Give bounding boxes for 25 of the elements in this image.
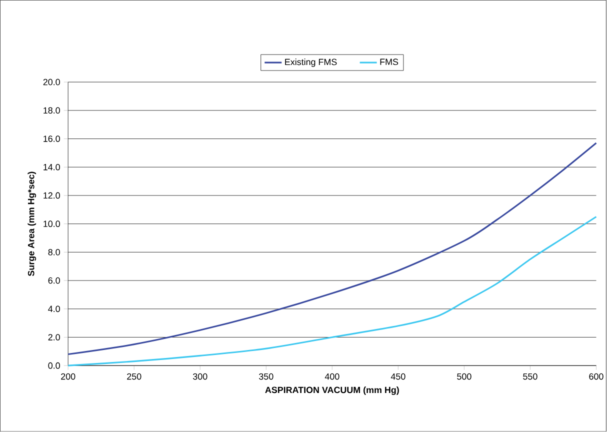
x-tick-label: 450 xyxy=(390,374,406,380)
x-tick-label: 300 xyxy=(192,374,208,380)
y-tick-label: 14.0 xyxy=(44,164,60,170)
y-tick-label: 10.0 xyxy=(44,220,60,228)
y-tick-label: 16.0 xyxy=(44,136,60,142)
x-tick-label: 500 xyxy=(457,374,472,380)
x-axis-title: ASPIRATION VACUUM (mm Hg) xyxy=(265,386,399,396)
y-axis-title: Surge Area (mm Hg*sec) xyxy=(28,172,36,276)
y-tick-label: 0.0 xyxy=(48,362,60,369)
x-tick-label: 600 xyxy=(589,374,604,380)
y-tick-label: 2.0 xyxy=(48,334,60,341)
legend-label: FMS xyxy=(380,58,398,66)
y-tick-label: 18.0 xyxy=(44,107,60,114)
y-tick-label: 8.0 xyxy=(48,249,60,256)
x-tick-label: 250 xyxy=(127,374,142,380)
y-tick-label: 4.0 xyxy=(48,306,60,312)
x-tick-label: 350 xyxy=(259,374,274,380)
y-tick-label: 6.0 xyxy=(48,278,60,284)
x-tick-label: 200 xyxy=(61,374,76,380)
y-tick-label: 20.0 xyxy=(43,79,60,86)
line-series xyxy=(67,142,598,356)
y-tick-label: 12.0 xyxy=(44,192,60,199)
x-tick-label: 400 xyxy=(324,374,340,380)
legend-label: Existing FMS xyxy=(285,58,337,68)
x-tick-label: 550 xyxy=(523,374,538,380)
